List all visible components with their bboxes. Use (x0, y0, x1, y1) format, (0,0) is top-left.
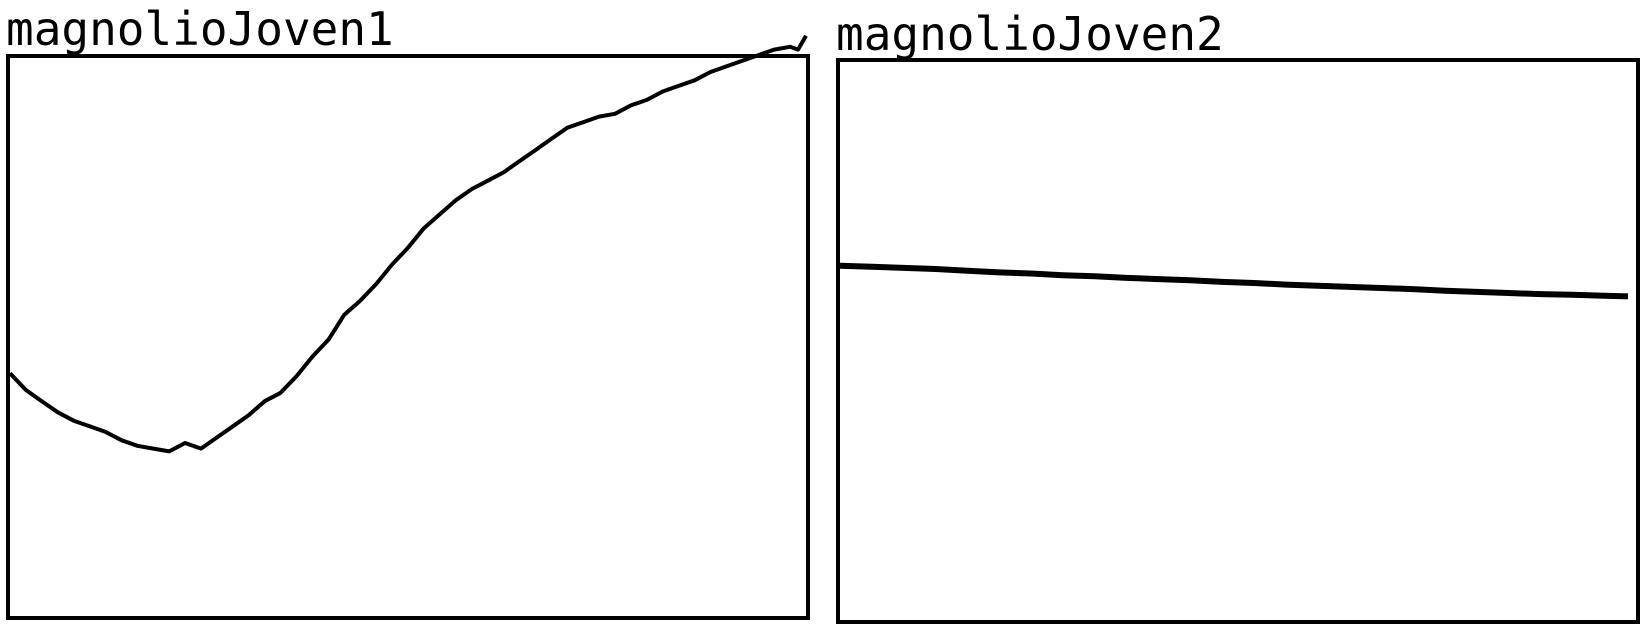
plot-area-1 (6, 34, 810, 620)
plot-area-2 (836, 58, 1640, 624)
chart-title-1: magnolioJoven1 (6, 2, 394, 56)
line-plot-1 (8, 34, 808, 454)
series-line-2-1 (839, 262, 1629, 300)
chart-title-2: magnolioJoven2 (836, 7, 1224, 61)
series-line-1-1 (8, 34, 808, 454)
line-plot-2 (839, 262, 1629, 300)
